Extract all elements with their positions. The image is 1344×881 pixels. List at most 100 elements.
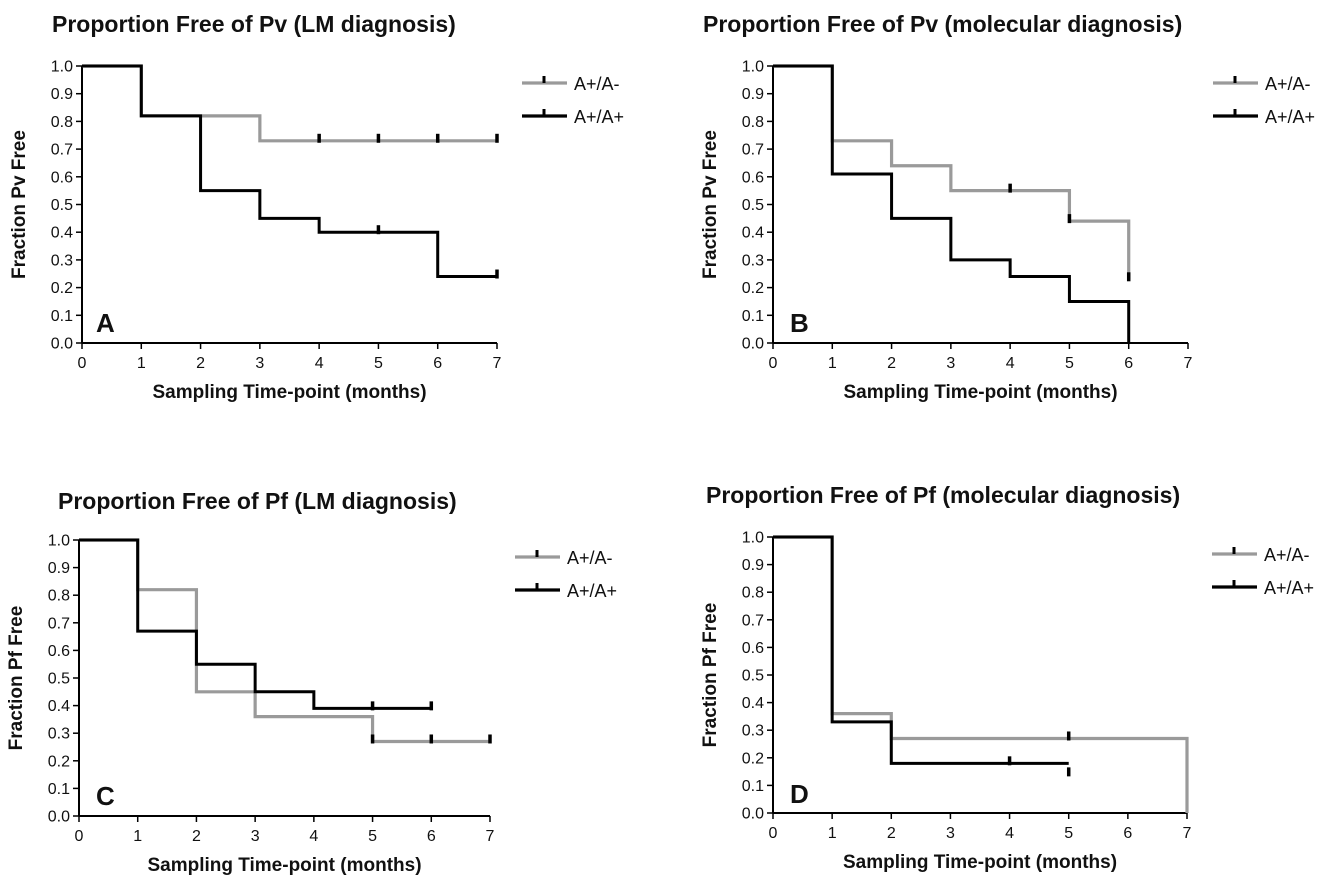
y-tick-label: 0.9: [742, 86, 764, 103]
y-tick-label: 0.0: [48, 809, 70, 826]
series-line-aplus-aminus: [79, 538, 490, 744]
y-tick-label: 0.7: [742, 142, 764, 159]
y-tick-label: 0.0: [742, 806, 764, 823]
y-tick-label: 0.0: [51, 336, 73, 353]
y-tick-label: 0.3: [742, 723, 764, 740]
y-tick-label: 0.4: [48, 698, 70, 715]
series-line-aplus-aplus: [773, 535, 1069, 765]
y-axis-label: Fraction Pf Free: [700, 603, 721, 748]
y-axis-label: Fraction Pv Free: [700, 130, 721, 279]
y-axis-label: Fraction Pf Free: [6, 606, 27, 751]
y-tick-label: 0.2: [742, 280, 764, 297]
y-tick-label: 0.2: [742, 750, 764, 767]
x-tick-label: 2: [196, 355, 205, 372]
y-tick-label: 0.5: [48, 671, 70, 688]
y-tick-label: 0.2: [51, 280, 73, 297]
series-line-aplus-aplus: [773, 64, 1131, 343]
chart-title: Proportion Free of Pv (LM diagnosis): [52, 11, 456, 37]
panel-letter: A: [96, 308, 115, 338]
y-tick-label: 0.6: [742, 169, 764, 186]
x-tick-label: 2: [192, 828, 201, 845]
x-tick-label: 0: [769, 825, 778, 842]
x-tick-label: 1: [137, 355, 146, 372]
chart-title: Proportion Free of Pv (molecular diagnos…: [703, 11, 1182, 37]
x-tick-label: 0: [769, 355, 778, 372]
legend-label: A+/A-: [1265, 74, 1311, 94]
series-line-aplus-aplus: [82, 64, 497, 279]
x-axis-label: Sampling Time-point (months): [147, 855, 421, 876]
x-tick-label: 4: [1005, 825, 1014, 842]
y-tick-label: 0.8: [48, 588, 70, 605]
y-tick-label: 0.9: [48, 560, 70, 577]
panel-letter: B: [790, 308, 809, 338]
legend-label: A+/A-: [574, 74, 620, 94]
x-tick-label: 7: [493, 355, 502, 372]
x-tick-label: 0: [75, 828, 84, 845]
x-tick-label: 4: [1006, 355, 1015, 372]
y-tick-label: 1.0: [742, 530, 764, 547]
y-tick-label: 0.7: [742, 612, 764, 629]
x-tick-label: 7: [1184, 355, 1193, 372]
y-tick-label: 1.0: [48, 533, 70, 550]
legend-label: A+/A-: [1264, 545, 1310, 565]
y-tick-label: 1.0: [742, 59, 764, 76]
y-tick-label: 0.2: [48, 753, 70, 770]
y-tick-label: 0.9: [51, 86, 73, 103]
x-tick-label: 7: [1183, 825, 1192, 842]
legend-label: A+/A+: [574, 107, 624, 127]
panel-letter: D: [790, 779, 809, 809]
x-tick-label: 5: [374, 355, 383, 372]
y-tick-label: 0.5: [742, 668, 764, 685]
y-axis-label: Fraction Pv Free: [9, 130, 30, 279]
x-tick-label: 3: [255, 355, 264, 372]
x-tick-label: 3: [946, 355, 955, 372]
series-line-aplus-aminus: [82, 64, 497, 143]
y-tick-label: 0.1: [742, 778, 764, 795]
legend-label: A+/A+: [1264, 578, 1314, 598]
y-tick-label: 0.3: [742, 252, 764, 269]
y-tick-label: 0.0: [742, 336, 764, 353]
x-tick-label: 5: [368, 828, 377, 845]
x-tick-label: 5: [1065, 355, 1074, 372]
x-axis-label: Sampling Time-point (months): [152, 382, 426, 403]
x-tick-label: 6: [1124, 355, 1133, 372]
chart-panel-d: Proportion Free of Pf (molecular diagnos…: [700, 482, 1314, 873]
y-tick-label: 0.5: [51, 197, 73, 214]
y-tick-label: 0.7: [48, 615, 70, 632]
x-tick-label: 1: [828, 825, 837, 842]
y-tick-label: 0.8: [742, 114, 764, 131]
panel-letter: C: [96, 781, 115, 811]
y-tick-label: 0.3: [51, 252, 73, 269]
y-tick-label: 0.3: [48, 726, 70, 743]
x-tick-label: 4: [315, 355, 324, 372]
chart-title: Proportion Free of Pf (molecular diagnos…: [706, 482, 1180, 508]
series-line-aplus-aplus: [79, 538, 432, 710]
x-tick-label: 6: [433, 355, 442, 372]
chart-panel-b: Proportion Free of Pv (molecular diagnos…: [700, 11, 1315, 403]
legend-label: A+/A+: [567, 581, 617, 601]
y-tick-label: 0.1: [48, 781, 70, 798]
y-tick-label: 0.6: [51, 169, 73, 186]
y-tick-label: 0.4: [51, 225, 73, 242]
x-tick-label: 6: [1123, 825, 1132, 842]
x-tick-label: 1: [133, 828, 142, 845]
legend-label: A+/A+: [1265, 107, 1315, 127]
x-tick-label: 3: [946, 825, 955, 842]
y-tick-label: 0.8: [742, 585, 764, 602]
legend-label: A+/A-: [567, 548, 613, 568]
x-axis-label: Sampling Time-point (months): [843, 852, 1117, 873]
y-tick-label: 0.6: [742, 640, 764, 657]
y-tick-label: 0.4: [742, 695, 764, 712]
y-tick-label: 0.6: [48, 643, 70, 660]
x-tick-label: 1: [828, 355, 837, 372]
x-tick-label: 7: [486, 828, 495, 845]
chart-title: Proportion Free of Pf (LM diagnosis): [58, 488, 457, 514]
y-tick-label: 1.0: [51, 59, 73, 76]
chart-panel-c: Proportion Free of Pf (LM diagnosis) 0 1 2 3…: [6, 488, 617, 876]
x-tick-label: 3: [251, 828, 260, 845]
x-tick-label: 2: [887, 355, 896, 372]
y-tick-label: 0.4: [742, 225, 764, 242]
series-line-aplus-aminus: [773, 535, 1189, 813]
y-tick-label: 0.9: [742, 557, 764, 574]
x-tick-label: 5: [1064, 825, 1073, 842]
